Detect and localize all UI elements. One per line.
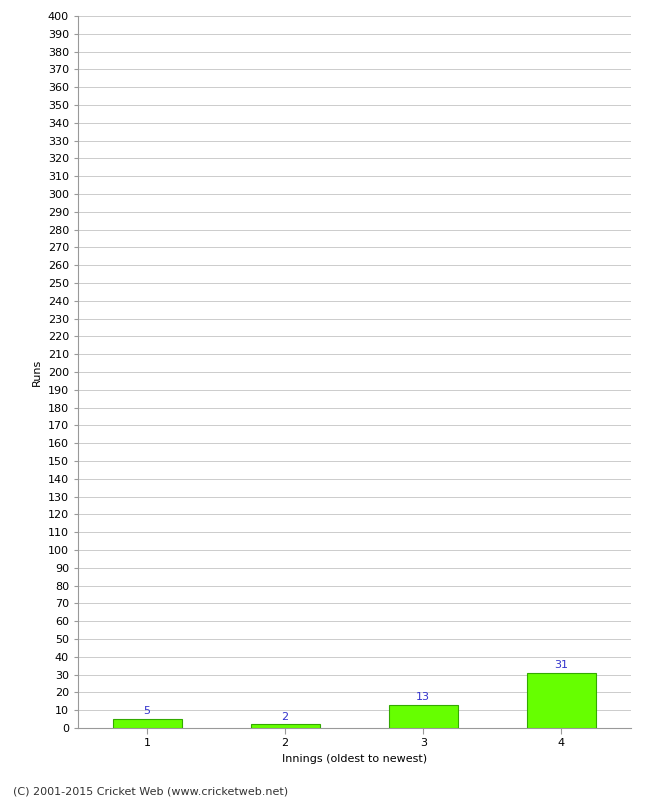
Bar	[527, 673, 596, 728]
Bar	[112, 719, 181, 728]
Text: 31: 31	[554, 660, 569, 670]
Y-axis label: Runs: Runs	[32, 358, 42, 386]
X-axis label: Innings (oldest to newest): Innings (oldest to newest)	[281, 754, 427, 764]
Bar	[389, 705, 458, 728]
Text: 5: 5	[144, 706, 151, 717]
Bar	[251, 725, 320, 728]
Text: 13: 13	[416, 692, 430, 702]
Text: 2: 2	[281, 712, 289, 722]
Text: (C) 2001-2015 Cricket Web (www.cricketweb.net): (C) 2001-2015 Cricket Web (www.cricketwe…	[13, 786, 288, 796]
